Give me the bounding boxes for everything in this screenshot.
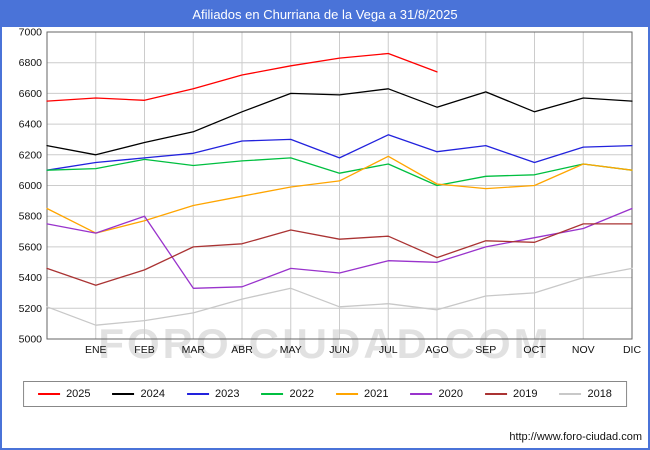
series-line-2018 — [46, 267, 633, 326]
svg-text:6200: 6200 — [19, 149, 43, 161]
legend-label-2025: 2025 — [66, 388, 91, 400]
legend-item-2020: 2020 — [410, 388, 463, 400]
legend-item-2022: 2022 — [261, 388, 314, 400]
svg-text:JUL: JUL — [379, 344, 398, 356]
legend-swatch-2018 — [559, 393, 582, 395]
svg-text:AGO: AGO — [425, 344, 448, 356]
legend-item-2018: 2018 — [559, 388, 612, 400]
legend-swatch-2020 — [410, 393, 433, 395]
svg-text:5200: 5200 — [19, 303, 43, 315]
grid-lines — [47, 31, 633, 340]
legend-swatch-2021 — [336, 393, 358, 395]
svg-text:6600: 6600 — [19, 88, 43, 100]
svg-text:ENE: ENE — [85, 344, 107, 356]
svg-text:7000: 7000 — [19, 27, 43, 39]
svg-text:MAR: MAR — [182, 344, 206, 356]
footer-url[interactable]: http://www.foro-ciudad.com — [509, 431, 642, 443]
legend-swatch-2019 — [484, 393, 507, 395]
svg-text:DIC: DIC — [623, 344, 642, 356]
legend-label-2023: 2023 — [215, 388, 240, 400]
svg-text:MAY: MAY — [280, 344, 302, 356]
legend-label-2024: 2024 — [140, 388, 166, 400]
legend-label-2021: 2021 — [364, 388, 389, 400]
series-line-2025 — [46, 52, 438, 102]
legend-label-2019: 2019 — [512, 388, 538, 400]
legend-item-2024: 2024 — [112, 388, 166, 400]
x-axis-labels: ENE FEB MAR ABR MAY JUN JUL AGO SEP OCT NOV DIC — [85, 344, 642, 356]
chart-legend: 2025 2024 2023 2022 2021 2020 2019 2018 — [23, 381, 627, 407]
legend-label-2022: 2022 — [289, 388, 314, 400]
legend-item-2021: 2021 — [336, 388, 388, 400]
svg-text:5800: 5800 — [19, 211, 43, 223]
legend-item-2023: 2023 — [187, 388, 240, 400]
legend-item-2025: 2025 — [38, 388, 91, 400]
svg-text:5400: 5400 — [19, 272, 43, 284]
legend-swatch-2023 — [187, 393, 210, 395]
legend-label-2020: 2020 — [438, 388, 463, 400]
svg-text:FEB: FEB — [134, 344, 154, 356]
legend-item-2019: 2019 — [484, 388, 538, 400]
svg-text:SEP: SEP — [475, 344, 496, 356]
svg-text:6000: 6000 — [19, 180, 43, 192]
svg-text:JUN: JUN — [329, 344, 349, 356]
series-line-2020 — [46, 207, 633, 289]
legend-swatch-2025 — [38, 393, 61, 395]
svg-text:6400: 6400 — [19, 119, 43, 131]
page-title: Afiliados en Churriana de la Vega a 31/8… — [192, 7, 458, 22]
legend-label-2018: 2018 — [587, 388, 612, 400]
title-bar: Afiliados en Churriana de la Vega a 31/8… — [2, 2, 648, 27]
svg-text:OCT: OCT — [523, 344, 546, 356]
legend-swatch-2022 — [261, 393, 284, 395]
series-line-2021 — [46, 155, 633, 234]
svg-text:NOV: NOV — [572, 344, 595, 356]
svg-text:ABR: ABR — [231, 344, 253, 356]
plot-border — [46, 31, 633, 340]
series-line-2024 — [46, 88, 633, 156]
series-line-2023 — [46, 134, 633, 171]
y-axis-labels: 5000 5200 5400 5600 5800 6000 6200 6400 6600 6800… — [19, 27, 43, 346]
series-line-2019 — [46, 223, 633, 286]
svg-text:6800: 6800 — [19, 57, 43, 69]
series-line-2022 — [46, 157, 633, 187]
legend-swatch-2024 — [112, 393, 135, 395]
svg-text:5600: 5600 — [19, 241, 43, 253]
svg-text:5000: 5000 — [19, 334, 43, 346]
